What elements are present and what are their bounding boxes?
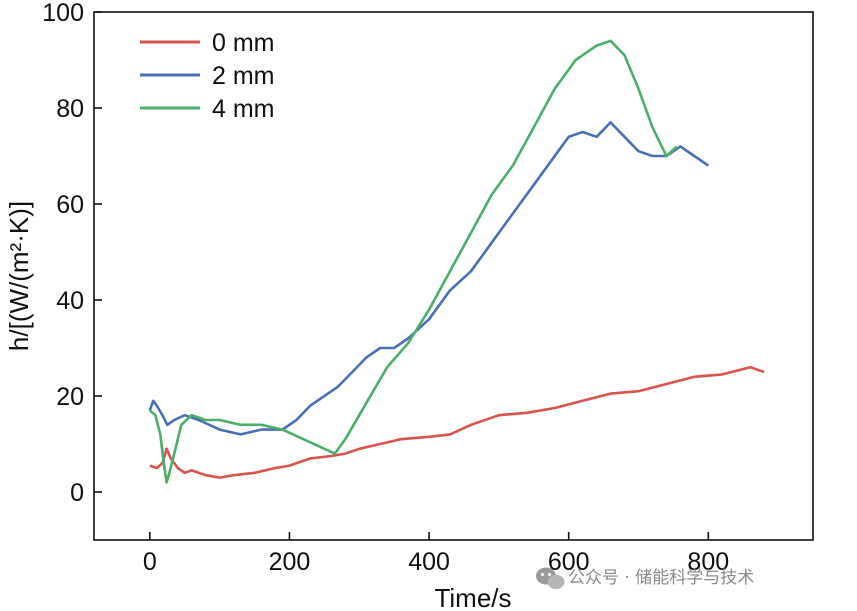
- wechat-icon: [536, 567, 565, 589]
- y-tick-label-0: 0: [70, 479, 84, 507]
- x-tick-label-200: 200: [269, 548, 311, 576]
- legend-label-0mm: 0 mm: [212, 29, 275, 57]
- x-tick-label-400: 400: [408, 548, 450, 576]
- y-tick-label-80: 80: [56, 95, 84, 123]
- legend: 0 mm 2 mm 4 mm: [140, 29, 275, 123]
- watermark-text: 公众号 · 储能科学与技术: [568, 568, 754, 588]
- x-tick-label-800: 800: [687, 548, 729, 576]
- legend-label-2mm: 2 mm: [212, 62, 275, 90]
- y-tick-label-40: 40: [56, 287, 84, 315]
- series-line-4mm: [148, 39, 678, 484]
- y-tick-label-20: 20: [56, 383, 84, 411]
- x-axis-ticks: 0 200 400 600 800: [143, 532, 729, 576]
- series-lines: [148, 39, 765, 484]
- y-tick-label-100: 100: [42, 0, 84, 27]
- x-tick-label-0: 0: [143, 548, 157, 576]
- x-axis-title: Time/s: [434, 583, 511, 611]
- y-tick-label-60: 60: [56, 191, 84, 219]
- series-line-0mm: [149, 365, 765, 479]
- watermark: 公众号 · 储能科学与技术: [536, 567, 754, 589]
- legend-label-4mm: 4 mm: [212, 95, 275, 123]
- plot-frame: [93, 11, 814, 541]
- y-axis-ticks: 0 20 40 60 80 100: [42, 0, 102, 507]
- x-tick-label-600: 600: [548, 548, 590, 576]
- y-axis-title: h/[(W/(m²·K)]: [4, 201, 34, 351]
- series-line-2mm: [148, 121, 710, 436]
